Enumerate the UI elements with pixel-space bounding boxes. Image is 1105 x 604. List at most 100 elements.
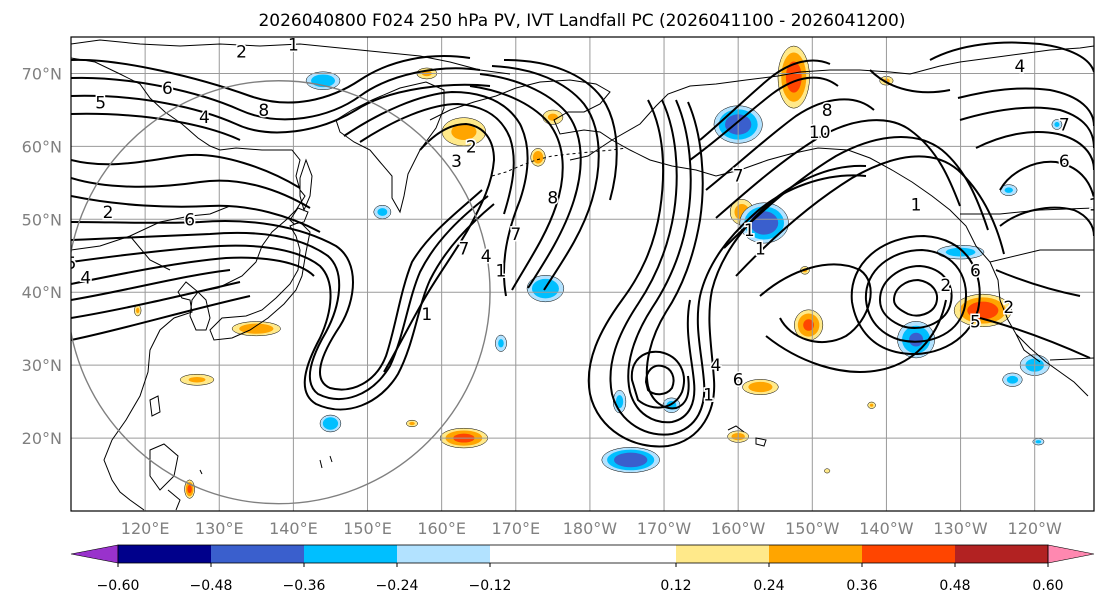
colorbar-tick-label: −0.12: [469, 578, 512, 594]
pv-label: 5: [970, 312, 981, 332]
pc-blob: [777, 45, 810, 109]
lon-tick-label: 170°E: [491, 519, 540, 538]
pc-level: [409, 421, 415, 426]
pc-level: [187, 484, 192, 494]
pv-label: 6: [162, 79, 173, 99]
pc-blob: [953, 293, 1012, 328]
colorbar-tick-label: −0.48: [190, 578, 233, 594]
pc-level: [188, 376, 206, 383]
lat-tick-label: 30°N: [22, 356, 62, 375]
colorbar-segment: [211, 545, 304, 563]
pv-label: 2: [236, 43, 247, 63]
pv-label: 6: [184, 210, 195, 230]
pc-level: [1035, 440, 1042, 444]
pv-label: 2: [1003, 298, 1014, 318]
pv-label: 4: [481, 247, 492, 267]
lon-tick-label: 120°W: [1008, 519, 1063, 538]
pc-blob: [373, 204, 392, 220]
pv-label: 1: [755, 239, 766, 259]
pv-label: 4: [80, 269, 91, 289]
lon-tick-label: 150°W: [785, 519, 840, 538]
pv-label: 1: [744, 221, 755, 241]
lon-tick-label: 140°E: [269, 519, 318, 538]
pv-label: 4: [711, 356, 722, 376]
pc-level: [451, 123, 477, 140]
colorbar-segment: [769, 545, 862, 563]
colorbar: [70, 544, 1095, 564]
lon-tick-label: 150°E: [343, 519, 392, 538]
lon-tick-label: 160°W: [711, 519, 766, 538]
pc-blob: [530, 148, 546, 167]
pv-label: 1: [496, 261, 507, 281]
pv-label: 2: [466, 137, 477, 157]
pc-blob: [742, 379, 779, 395]
pv-label: 6: [1059, 152, 1070, 172]
lon-tick-label: 180°W: [563, 519, 618, 538]
pv-label: 5: [66, 254, 77, 274]
pv-label: 7: [458, 239, 469, 259]
colorbar-frame: [117, 544, 1049, 564]
colorbar-tick-label: −0.60: [97, 578, 140, 594]
colorbar-segment: [862, 545, 955, 563]
colorbar-segment: [397, 545, 490, 563]
pv-label: 2: [940, 276, 951, 296]
colorbar-ticks: −0.60 −0.48 −0.36 −0.24 −0.12 0.12 0.24 0.36 0.4…: [97, 563, 1064, 594]
pc-blob: [1051, 119, 1063, 130]
pc-blob: [441, 117, 486, 147]
pc-blob: [305, 71, 341, 90]
pc-level: [967, 301, 999, 320]
colorbar-tick-label: 0.36: [846, 578, 877, 594]
pc-blob: [601, 447, 660, 473]
colorbar-segment: [490, 545, 676, 563]
colorbar-extend-high: [1047, 544, 1095, 564]
pc-level: [136, 307, 140, 314]
lon-tick-label: 140°W: [859, 519, 914, 538]
pc-blob: [179, 373, 215, 386]
pv-label: 1: [911, 196, 922, 216]
pc-blob: [897, 321, 935, 359]
lon-tick-label: 160°E: [417, 519, 466, 538]
colorbar-tick-label: −0.36: [283, 578, 326, 594]
pv-label: 8: [547, 188, 558, 208]
pc-level: [614, 452, 648, 468]
pc-level: [532, 151, 544, 164]
pc-level: [824, 468, 831, 474]
pv-label: 8: [258, 101, 269, 121]
pc-level: [748, 381, 773, 393]
colorbar-segment: [304, 545, 397, 563]
lat-tick-label: 70°N: [22, 64, 62, 83]
pc-blob: [824, 468, 831, 474]
pv-label: 8: [822, 101, 833, 121]
pc-level: [498, 339, 504, 348]
pv-label: 4: [1014, 57, 1025, 77]
pv-label: 1: [421, 305, 432, 325]
lon-tick-label: 130°E: [195, 519, 244, 538]
pv-label: 1: [703, 385, 714, 405]
lat-tick-label: 20°N: [22, 429, 62, 448]
lat-tick-label: 50°N: [22, 210, 62, 229]
pv-label: 10: [809, 123, 831, 143]
colorbar-segment: [676, 545, 769, 563]
pv-label: 6: [970, 261, 981, 281]
pc-level: [869, 403, 874, 407]
pc-blob: [1002, 372, 1023, 387]
colorbar-segment: [955, 545, 1048, 563]
chart-title: 2026040800 F024 250 hPa PV, IVT Landfall…: [258, 11, 905, 31]
pv-label: 7: [733, 167, 744, 187]
pc-blob: [134, 304, 142, 317]
lat-tick-label: 40°N: [22, 283, 62, 302]
lon-tick-label: 120°E: [121, 519, 170, 538]
pv-contours: [71, 41, 1094, 448]
lon-tick-label: 130°W: [933, 519, 988, 538]
pc-blob: [231, 321, 281, 337]
colorbar-tick-label: 0.24: [753, 578, 784, 594]
pc-blob: [495, 334, 507, 352]
pc-level: [615, 395, 624, 409]
pv-label: 3: [451, 152, 462, 172]
pv-label: 2: [1096, 101, 1105, 121]
pv-label: 4: [199, 108, 210, 128]
map-frame: [70, 36, 1095, 512]
coastlines: [71, 39, 1094, 511]
colorbar-tick-label: 0.60: [1032, 578, 1063, 594]
